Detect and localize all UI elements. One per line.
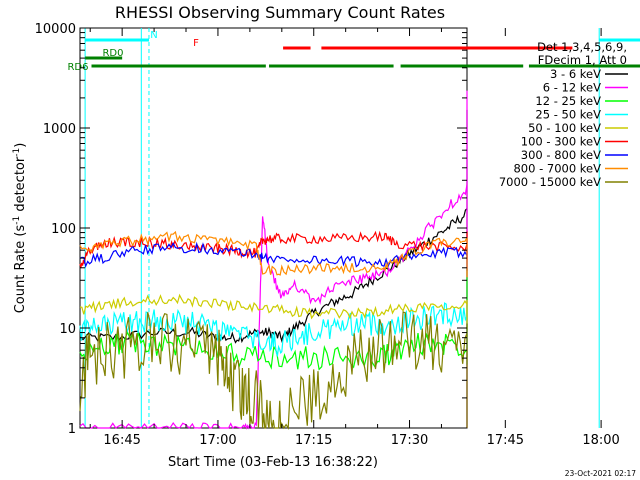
x-tick-label-17-00: 17:00 [199, 433, 236, 448]
timestamp: 23-Oct-2021 02:17 [565, 469, 636, 478]
legend-label-12-25-kev: 12 - 25 keV [535, 94, 601, 108]
y-axis-label-main: Count Rate (s [13, 225, 28, 314]
series-group [79, 90, 468, 430]
y-axis-label-sup1: -1 [12, 216, 22, 225]
legend-header-line-2: FDecim 1, Att 0 [538, 53, 627, 67]
axis-ticks: 16:4517:0017:1517:3017:4518:0018:1511010… [35, 22, 620, 448]
legend-label-6-12-kev: 6 - 12 keV [543, 81, 601, 95]
legend-label-25-50-kev: 25 - 50 keV [535, 108, 601, 122]
series-line-50-100-kev [79, 293, 468, 329]
chart-title: RHESSI Observing Summary Count Rates [115, 3, 445, 22]
x-tick-label-17-30: 17:30 [391, 433, 428, 448]
legend-label-50-100-kev: 50 - 100 keV [528, 121, 601, 135]
x-tick-label-17-45: 17:45 [487, 433, 524, 448]
state-bars: N F RD0 RD6 [67, 30, 640, 73]
y-axis-label: Count Rate (s-1 detector-1) [12, 143, 28, 314]
state-bar-label-n: N [150, 30, 157, 41]
y-tick-label-1: 1 [68, 422, 76, 437]
y-axis-label-mid: detector [13, 156, 28, 216]
series-line-7000-15000-kev [79, 311, 468, 430]
y-axis-label-end: ) [13, 143, 28, 148]
legend-label-300-800-kev: 300 - 800 keV [521, 148, 601, 162]
y-tick-label-100: 100 [51, 222, 76, 237]
legend-label-3-6-kev: 3 - 6 keV [550, 67, 601, 81]
x-axis-label: Start Time (03-Feb-13 16:38:22) [168, 455, 378, 470]
y-axis-label-sup2: -1 [12, 148, 22, 157]
x-tick-label-17-15: 17:15 [295, 433, 332, 448]
legend-label-100-300-kev: 100 - 300 keV [521, 135, 601, 149]
y-tick-label-10000: 10000 [35, 22, 76, 37]
state-bar-label-rd6: RD6 [67, 62, 88, 73]
x-tick-label-16-45: 16:45 [103, 433, 140, 448]
legend-label-800-7000-kev: 800 - 7000 keV [513, 162, 601, 176]
series-line-12-25-kev [79, 268, 468, 371]
state-bar-label-f: F [193, 38, 199, 49]
state-bar-label-rd0: RD0 [102, 48, 123, 59]
y-tick-label-10: 10 [59, 322, 76, 337]
legend-header-line-1: Det 1,3,4,5,6,9, [537, 40, 627, 54]
y-tick-label-1000: 1000 [43, 122, 76, 137]
series-line-800-7000-kev [79, 230, 468, 278]
x-tick-label-18-00: 18:00 [582, 433, 619, 448]
legend-label-7000-15000-kev: 7000 - 15000 keV [499, 175, 601, 189]
